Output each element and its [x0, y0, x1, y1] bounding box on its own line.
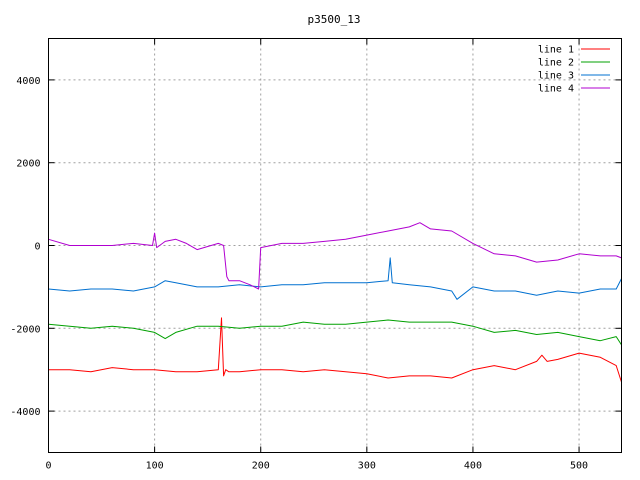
series-line-2 [48, 319, 622, 346]
grid-lines [48, 38, 622, 453]
legend-label: line 1 [538, 45, 574, 56]
y-tick-label: 2000 [16, 159, 40, 170]
x-tick-label: 500 [570, 461, 588, 472]
plot-frame [48, 38, 622, 453]
axis-ticks: 0 100 200 300 400 500 -4000 -2000 0 2000 4000 [10, 38, 622, 472]
series-line-1 [48, 317, 622, 383]
y-tick-label: 0 [34, 242, 40, 253]
series-lines [48, 222, 622, 383]
legend-label: line 3 [538, 71, 574, 82]
x-tick-label: 400 [464, 461, 482, 472]
y-tick-label: 4000 [16, 76, 40, 87]
legend: line 1 line 2 line 3 line 4 [538, 45, 610, 95]
x-tick-label: 0 [45, 461, 51, 472]
legend-label: line 4 [538, 84, 574, 95]
chart-title: p3500_13 [308, 13, 361, 26]
y-tick-label: -4000 [10, 407, 40, 418]
x-tick-label: 300 [358, 461, 376, 472]
y-tick-label: -2000 [10, 324, 40, 335]
x-tick-label: 100 [146, 461, 164, 472]
legend-label: line 2 [538, 58, 574, 69]
series-line-3 [48, 257, 622, 300]
series-line-4 [48, 222, 622, 290]
x-tick-label: 200 [252, 461, 270, 472]
